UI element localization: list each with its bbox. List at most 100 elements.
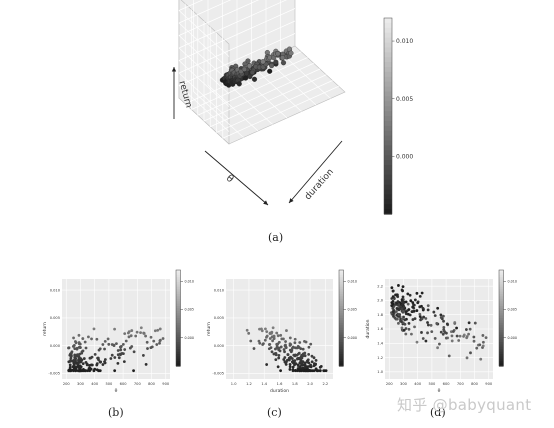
x-tick-label: 1.2 [246,382,252,386]
colorbar-band [176,334,181,338]
colorbar-band [499,310,504,314]
data-point [81,362,85,366]
x-tick-label: 2.2 [322,382,328,386]
data-point [400,317,404,321]
data-point [273,59,279,65]
data-point [453,321,457,324]
data-point [307,365,311,368]
colorbar-band [339,313,344,317]
data-point [283,356,287,359]
colorbar-band [499,358,504,362]
data-point [90,355,94,359]
data-point [69,356,73,360]
colorbar-band [499,349,504,353]
colorbar-band [176,363,181,367]
colorbar-band [339,308,344,312]
x-axis-label: duration [270,388,289,394]
data-point [300,360,304,364]
colorbar-band [176,358,181,362]
data-point [288,368,292,371]
data-point [318,369,322,373]
colorbar-band [339,301,344,305]
data-point [297,346,300,349]
colorbar-band [176,346,181,350]
colorbar-band [339,284,344,288]
data-point [481,334,485,337]
data-point [269,63,275,69]
colorbar-band [384,47,392,53]
y-tick-label: -0.005 [212,372,224,376]
data-point [433,337,437,340]
data-point [293,341,297,345]
data-point [272,334,276,338]
theta-axis-arrow [204,150,269,206]
data-point [135,330,139,334]
colorbar-band [499,289,504,293]
data-point [289,355,292,359]
data-point [116,361,120,365]
colorbar-band [176,349,181,353]
colorbar-band [499,332,504,336]
data-point [430,330,434,334]
colorbar-band [176,279,181,283]
x-tick-label: 400 [91,382,99,386]
colorbar-band [176,277,181,281]
x-tick-label: 700 [134,382,142,386]
colorbar-band [339,272,344,276]
data-point [464,328,468,331]
colorbar-band [339,291,344,295]
colorbar-tick-label: 0.010 [348,279,357,283]
data-point [279,345,283,349]
data-point [478,343,482,347]
colorbar-band [384,155,392,161]
data-point [75,354,79,358]
colorbar-band [339,322,344,326]
colorbar-band [176,306,181,309]
colorbar-band [176,298,181,302]
data-point [106,337,110,341]
data-point [420,291,424,295]
data-point [415,291,419,295]
data-point [286,353,290,357]
data-point [113,327,116,331]
data-point [72,367,76,371]
data-point [74,359,77,363]
data-point [398,313,402,316]
colorbar-band [499,318,504,321]
data-point [391,306,395,310]
colorbar-band [384,52,392,58]
data-point [401,295,405,299]
data-point [76,361,80,365]
data-point [400,307,404,311]
data-point [290,346,294,350]
data-point [241,66,247,72]
x-axis-label: θ [438,388,441,394]
y-axis-label: return [42,322,48,336]
colorbar-band [339,289,344,293]
data-point [449,330,453,334]
data-point [93,352,97,356]
data-point [95,362,99,366]
colorbar-tick-label: 0.010 [396,38,413,45]
y-tick-label: 0.010 [50,288,61,292]
data-point [409,299,413,303]
colorbar-band [499,363,504,367]
data-point [302,369,306,373]
colorbar-band [339,356,344,360]
data-point [265,330,269,334]
colorbar-band [176,296,181,300]
data-point [260,59,266,65]
data-point [68,365,72,369]
data-point [129,334,133,338]
colorbar-band [339,354,344,357]
data-point [293,359,297,363]
data-point [408,313,412,317]
grid-line [280,52,331,99]
data-point [134,334,138,338]
data-point [267,347,271,351]
data-point [247,331,251,335]
y-tick-label: 0.005 [214,316,224,320]
data-point [88,356,92,360]
data-point [282,358,286,361]
data-point [316,369,320,373]
